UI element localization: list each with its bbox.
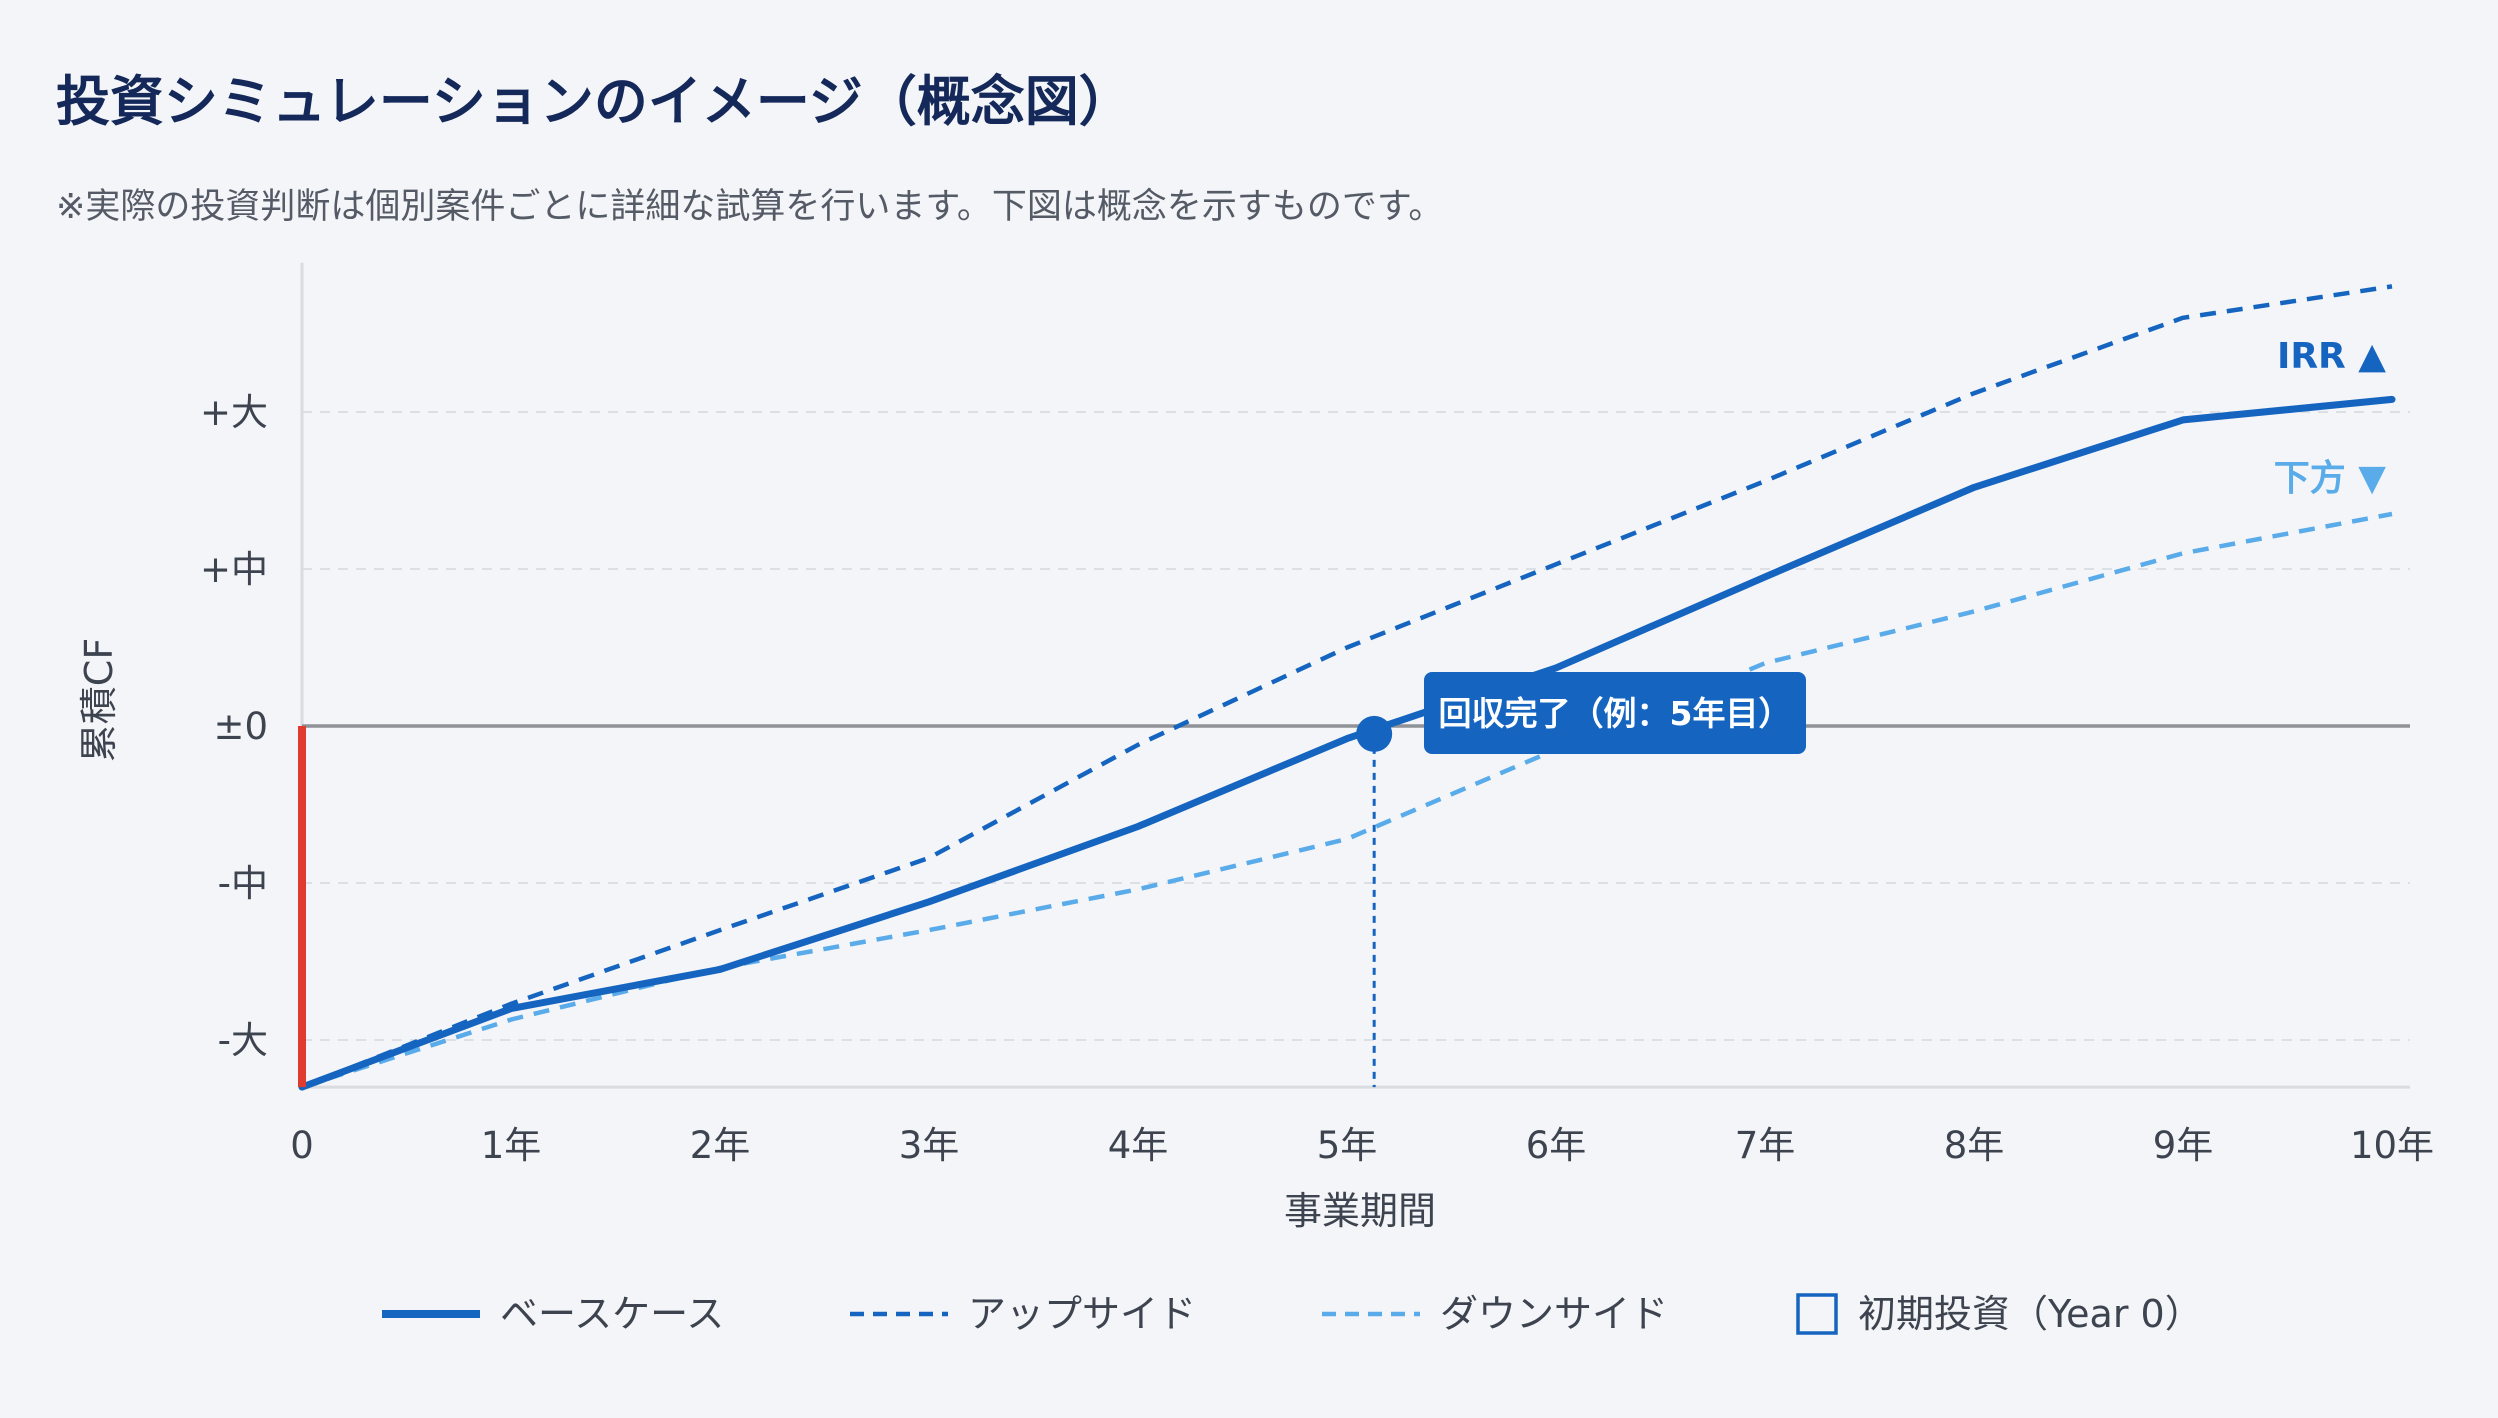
legend-label: ダウンサイド (1440, 1292, 1668, 1336)
x-tick-label: 6年 (1526, 1124, 1587, 1167)
chart-note: ※実際の投資判断は個別案件ごとに詳細な試算を行います。下図は概念を示すものです。 (56, 187, 1443, 227)
payback-callout-box (1424, 672, 1806, 754)
x-tick-label: 2年 (690, 1124, 751, 1167)
y-tick-label: +中 (200, 548, 268, 591)
legend: ベースケース アップサイド ダウンサイド 初期投資（Year 0） (382, 1292, 2203, 1336)
legend-item: アップサイド (850, 1292, 1196, 1336)
y-tick-label: -大 (218, 1019, 268, 1062)
y-axis-title: 累積CF (77, 638, 121, 762)
legend-item: ダウンサイド (1322, 1292, 1668, 1336)
x-tick-label: 8年 (1944, 1124, 2005, 1167)
chart-title: 投資シミュレーションのイメージ（概念図） (56, 70, 1133, 133)
legend-item: ベースケース (382, 1292, 724, 1336)
legend-label: 初期投資（Year 0） (1858, 1292, 2203, 1336)
y-tick-label: +大 (200, 391, 268, 434)
series-line-downside (301, 511, 2393, 1090)
x-tick-label: 0 (290, 1124, 314, 1167)
y-tick-label: ±0 (213, 705, 268, 748)
x-tick-label: 9年 (2153, 1124, 2214, 1167)
x-tick-label: 5年 (1317, 1124, 1378, 1167)
x-tick-label: 1年 (481, 1124, 542, 1167)
y-tick-label: -中 (218, 862, 268, 905)
series-line-upside (301, 284, 2393, 1090)
payback-point (1356, 715, 1393, 752)
legend-label: アップサイド (968, 1292, 1196, 1336)
irr-up-label: IRR ▲ (2277, 336, 2386, 377)
x-tick-label: 7年 (1735, 1124, 1796, 1167)
x-tick-label: 4年 (1108, 1124, 1169, 1167)
legend-item: 初期投資（Year 0） (1796, 1292, 2203, 1336)
payback-callout-label: 回収完了（例：5年目） (1439, 694, 1792, 733)
x-axis-title: 事業期間 (1284, 1189, 1436, 1233)
x-tick-label: 3年 (899, 1124, 960, 1167)
x-tick-label: 10年 (2350, 1124, 2434, 1167)
legend-swatch-box (1796, 1293, 1838, 1335)
downside-label: 下方 ▼ (2274, 458, 2387, 499)
legend-label: ベースケース (500, 1292, 724, 1336)
series-line-base (298, 395, 2396, 1091)
